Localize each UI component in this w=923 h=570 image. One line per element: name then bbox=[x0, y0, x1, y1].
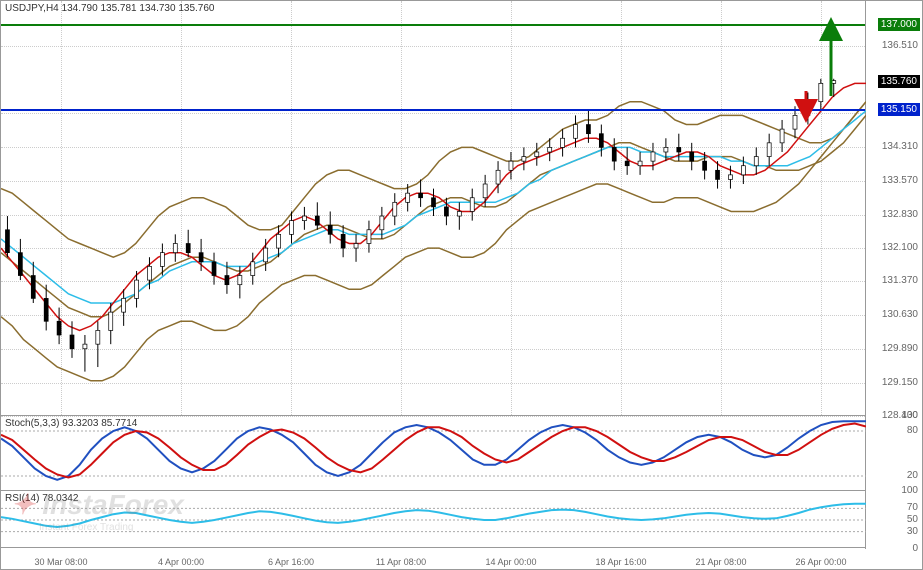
ohlc-open: 134.790 bbox=[62, 3, 98, 14]
main-price-panel[interactable]: USDJPY,H4 134.790 135.781 134.730 135.76… bbox=[1, 1, 866, 416]
instrument-header: USDJPY,H4 134.790 135.781 134.730 135.76… bbox=[5, 3, 215, 14]
xaxis-label: 30 Mar 08:00 bbox=[34, 557, 87, 567]
xaxis-label: 21 Apr 08:00 bbox=[695, 557, 746, 567]
yaxis-label: 132.100 bbox=[882, 242, 918, 253]
yaxis-label: 100 bbox=[901, 410, 918, 421]
xaxis-label: 11 Apr 08:00 bbox=[376, 557, 426, 567]
yaxis-label: 20 bbox=[907, 470, 918, 481]
ohlc-high: 135.781 bbox=[100, 3, 136, 14]
ohlc-low: 134.730 bbox=[139, 3, 175, 14]
yaxis-label: 132.830 bbox=[882, 209, 918, 220]
yaxis-label-target: 135.150 bbox=[878, 103, 920, 116]
symbol: USDJPY bbox=[5, 3, 43, 14]
timeframe: H4 bbox=[46, 3, 59, 14]
yaxis-label: 134.310 bbox=[882, 141, 918, 152]
stochastic-panel[interactable]: Stoch(5,3,3) 93.3203 85.7714 bbox=[1, 416, 866, 491]
xaxis-label: 18 Apr 16:00 bbox=[595, 557, 646, 567]
yaxis-label: 100 bbox=[901, 485, 918, 496]
watermark-tagline: Instant Forex Trading bbox=[39, 522, 134, 533]
yaxis-stoch: 2080100 bbox=[866, 416, 922, 491]
xaxis: 30 Mar 08:00 4 Apr 00:00 6 Apr 16:00 11 Apr… bbox=[1, 547, 866, 569]
watermark: ✦ InstaForex Instant Forex Trading bbox=[11, 486, 251, 541]
watermark-logo-icon: ✦ InstaForex Instant Forex Trading bbox=[11, 486, 251, 536]
yaxis-label: 135.760 bbox=[878, 75, 920, 88]
yaxis-label: 131.370 bbox=[882, 275, 918, 286]
yaxis-label: 133.570 bbox=[882, 175, 918, 186]
yaxis-label: 137.000 bbox=[878, 18, 920, 31]
xaxis-label: 26 Apr 00:00 bbox=[795, 557, 846, 567]
yaxis-label: 129.890 bbox=[882, 343, 918, 354]
xaxis-label: 14 Apr 00:00 bbox=[485, 557, 536, 567]
yaxis-main: 128.430129.150129.890130.630131.370132.1… bbox=[866, 1, 922, 416]
ohlc-close: 135.760 bbox=[178, 3, 214, 14]
stoch-header: Stoch(5,3,3) 93.3203 85.7714 bbox=[5, 418, 137, 429]
yaxis-rsi: 0305070100 bbox=[866, 491, 922, 549]
svg-text:✦ InstaForex: ✦ InstaForex bbox=[11, 489, 185, 520]
stoch-label: Stoch(5,3,3) bbox=[5, 418, 59, 429]
xaxis-label: 6 Apr 16:00 bbox=[268, 557, 314, 567]
yaxis-label: 136.510 bbox=[882, 40, 918, 51]
arrows-svg bbox=[1, 1, 866, 416]
yaxis-label: 30 bbox=[907, 526, 918, 537]
xaxis-label: 4 Apr 00:00 bbox=[158, 557, 204, 567]
yaxis-label: 50 bbox=[907, 514, 918, 525]
stoch-values: 93.3203 85.7714 bbox=[62, 418, 137, 429]
chart-container: USDJPY,H4 134.790 135.781 134.730 135.76… bbox=[0, 0, 923, 570]
yaxis-label: 129.150 bbox=[882, 377, 918, 388]
yaxis-label: 0 bbox=[912, 543, 918, 554]
yaxis-label: 130.630 bbox=[882, 309, 918, 320]
yaxis-label: 80 bbox=[907, 425, 918, 436]
yaxis-label: 70 bbox=[907, 502, 918, 513]
